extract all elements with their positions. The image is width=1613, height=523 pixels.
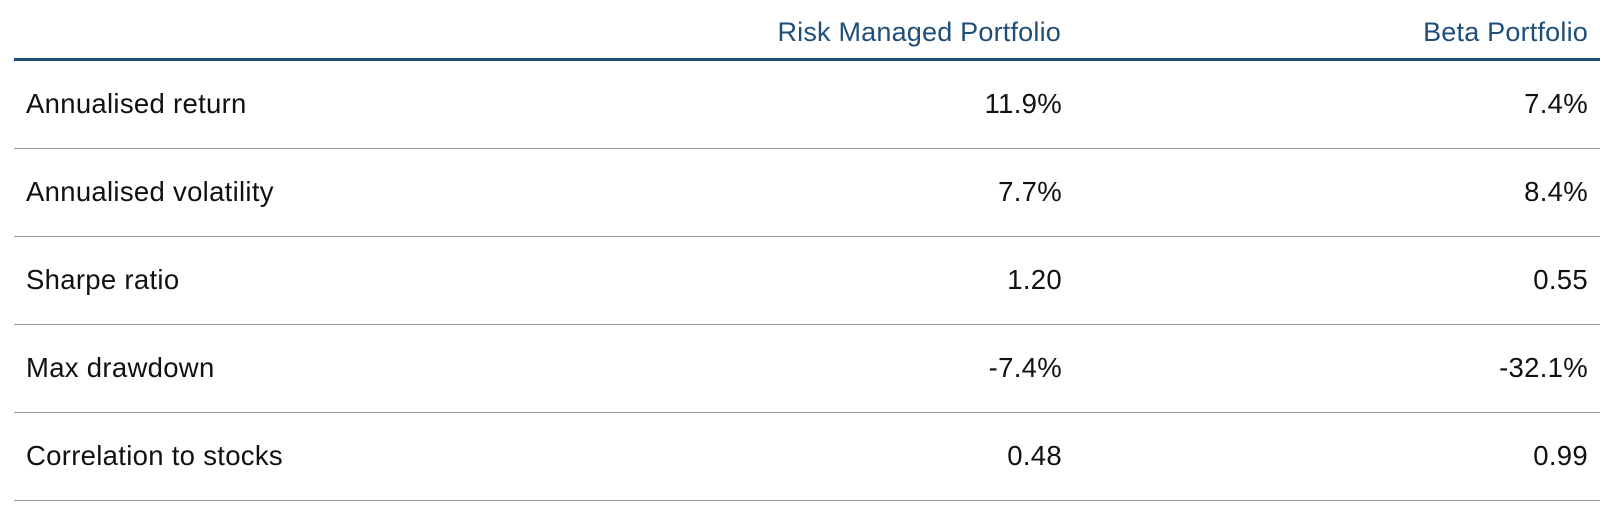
table-row: Correlation to stocks 0.48 0.99: [14, 412, 1600, 501]
beta-value: 0.55: [1074, 236, 1600, 325]
beta-value: 0.99: [1074, 412, 1600, 501]
beta-value: 8.4%: [1074, 148, 1600, 237]
table-row: Annualised return 11.9% 7.4%: [14, 59, 1600, 149]
comparison-table-container: Risk Managed Portfolio Beta Portfolio An…: [14, 0, 1600, 501]
risk-managed-portfolio-header: Risk Managed Portfolio: [624, 0, 1075, 61]
table-row: Sharpe ratio 1.20 0.55: [14, 236, 1600, 325]
risk-managed-value: -7.4%: [624, 324, 1074, 413]
beta-value: -32.1%: [1074, 324, 1600, 413]
beta-value: 7.4%: [1074, 59, 1600, 149]
table-header-row: Risk Managed Portfolio Beta Portfolio: [14, 0, 1600, 61]
metric-label: Correlation to stocks: [14, 412, 624, 501]
portfolio-comparison-table: Risk Managed Portfolio Beta Portfolio An…: [14, 0, 1600, 501]
table-row: Max drawdown -7.4% -32.1%: [14, 324, 1600, 413]
metric-label: Annualised return: [14, 59, 624, 149]
risk-managed-value: 1.20: [624, 236, 1074, 325]
risk-managed-value: 7.7%: [624, 148, 1074, 237]
metric-column-header: [14, 0, 625, 61]
metric-label: Sharpe ratio: [14, 236, 624, 325]
risk-managed-value: 11.9%: [624, 59, 1074, 149]
metric-label: Max drawdown: [14, 324, 624, 413]
metric-label: Annualised volatility: [14, 148, 624, 237]
beta-portfolio-header: Beta Portfolio: [1074, 0, 1600, 61]
risk-managed-value: 0.48: [624, 412, 1074, 501]
table-row: Annualised volatility 7.7% 8.4%: [14, 148, 1600, 237]
